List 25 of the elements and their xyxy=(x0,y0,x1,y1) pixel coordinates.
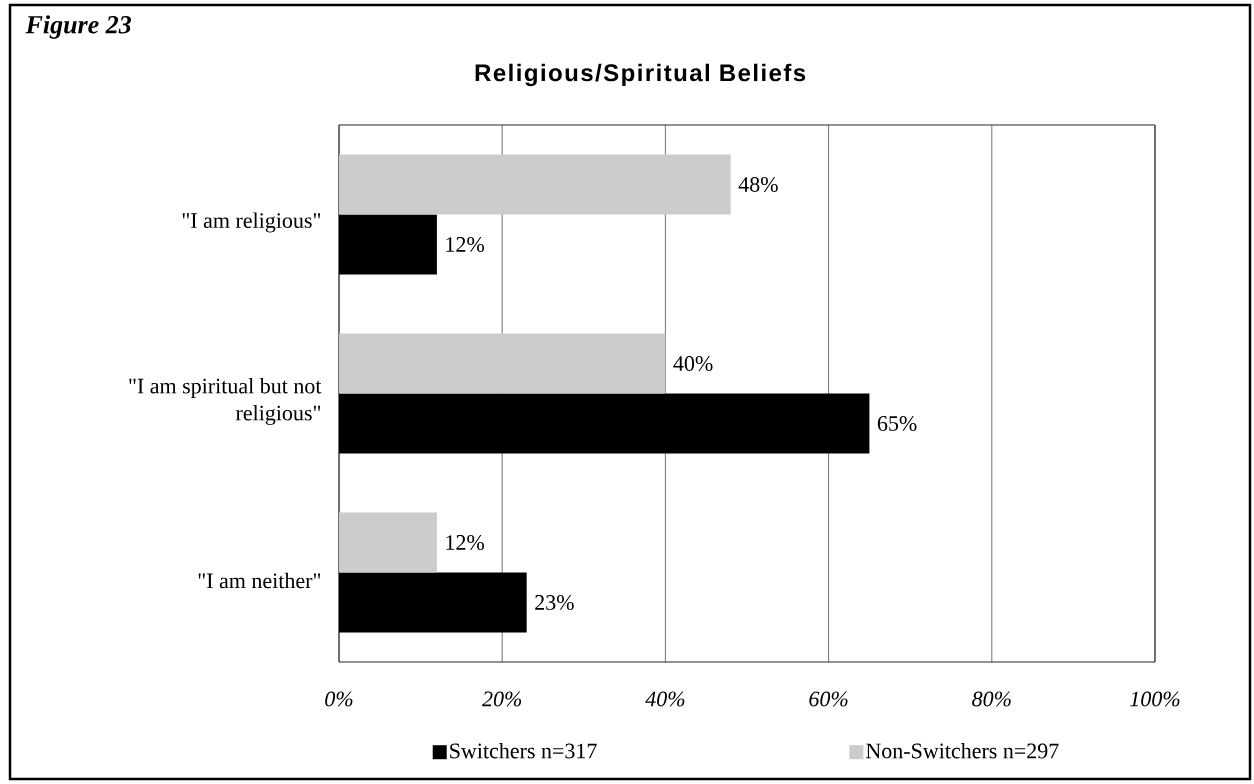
y-tick-label: "I am neither" xyxy=(198,572,321,589)
bar xyxy=(339,393,870,454)
x-tick-label: 60% xyxy=(809,691,848,707)
bar xyxy=(339,512,437,573)
data-label: 12% xyxy=(446,237,485,252)
data-label: 40% xyxy=(673,356,713,371)
x-tick-label: 20% xyxy=(482,691,522,707)
x-tick-label: 0% xyxy=(325,691,353,707)
chart-title: Religious/Spiritual Beliefs xyxy=(475,63,806,87)
bar xyxy=(339,214,437,275)
caption: Figure 23 xyxy=(25,15,132,39)
legend-label: Non-Switchers n=297 xyxy=(866,742,1059,759)
x-tick-label: 40% xyxy=(645,691,685,707)
legend-label: Switchers n=317 xyxy=(450,742,597,759)
bar xyxy=(339,572,527,633)
data-label: 48% xyxy=(738,177,778,192)
y-tick-label: "I am religious" xyxy=(182,212,321,233)
data-label: 65% xyxy=(877,416,917,431)
y-tick-label: "I am spiritual but not religious" xyxy=(129,377,322,426)
data-label: 12% xyxy=(446,535,485,550)
data-label: 23% xyxy=(535,595,574,610)
bar xyxy=(339,154,731,215)
x-tick-label: 100% xyxy=(1130,691,1180,707)
x-tick-label: 80% xyxy=(972,691,1011,707)
bar xyxy=(339,333,666,394)
